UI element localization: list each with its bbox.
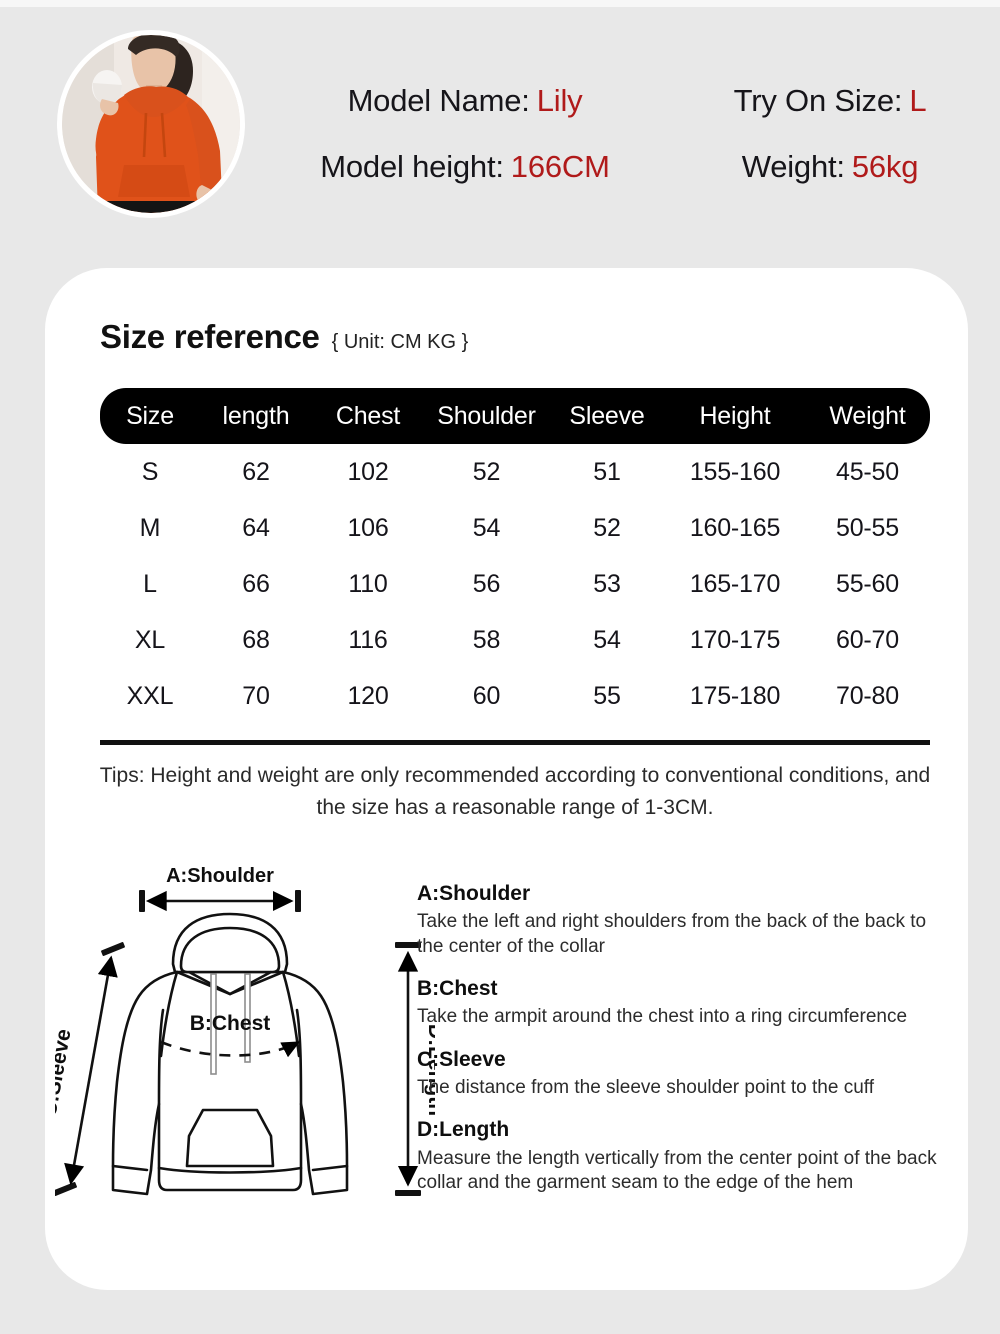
size-reference-title: Size reference xyxy=(100,318,320,355)
cell-height: 155-160 xyxy=(689,457,781,486)
size-reference-heading: Size reference { Unit: CM KG } xyxy=(100,318,468,356)
description-title: B:Chest xyxy=(417,976,498,1000)
table-header-sleeve: Sleeve xyxy=(569,401,645,430)
cell-size: XL xyxy=(134,625,166,654)
hoodie-diagram-svg: A:Shoulder B:Chest C:Sleeve xyxy=(38,865,447,1196)
description-chest: B:Chest Take the armpit around the chest… xyxy=(417,975,957,1030)
cell-height: 165-170 xyxy=(689,569,781,598)
cell-size: XXL xyxy=(126,681,174,710)
cell-weight: 55-60 xyxy=(836,569,899,598)
table-header-weight: Weight xyxy=(829,401,906,430)
size-reference-card: Size reference { Unit: CM KG } Size leng… xyxy=(38,268,968,1290)
shoulder-label: A:Shoulder xyxy=(166,865,274,887)
cell-chest: 102 xyxy=(347,457,389,486)
table-header-length: length xyxy=(222,401,290,430)
tips-text: Tips: Height and weight are only recomme… xyxy=(99,764,931,819)
table-header-height: Height xyxy=(699,401,771,430)
table-bottom-divider xyxy=(100,740,930,745)
model-photo-avatar xyxy=(57,30,245,218)
cell-length: 70 xyxy=(242,681,270,710)
model-name-value: Lily xyxy=(536,83,583,118)
model-info-row-2: Model height: 166CM Weight: 56kg xyxy=(255,136,985,198)
cell-length: 66 xyxy=(242,569,270,598)
hoodie-neckline xyxy=(188,970,272,996)
cell-weight: 45-50 xyxy=(836,457,899,486)
cell-length: 68 xyxy=(242,625,270,654)
model-height-cell: Model height: 166CM xyxy=(255,149,675,185)
cell-weight: 60-70 xyxy=(836,625,899,654)
description-length: D:Length Measure the length vertically f… xyxy=(417,1116,957,1195)
cell-shoulder: 60 xyxy=(472,681,501,710)
model-name-label: Model Name: xyxy=(347,83,530,118)
top-strip xyxy=(0,0,1000,7)
model-weight-cell: Weight: 56kg xyxy=(675,149,985,185)
cell-height: 170-175 xyxy=(689,625,781,654)
cell-sleeve: 53 xyxy=(593,569,621,598)
cell-shoulder: 54 xyxy=(472,513,501,542)
try-on-size-label: Try On Size: xyxy=(733,83,903,118)
cell-sleeve: 54 xyxy=(593,625,621,654)
cell-sleeve: 52 xyxy=(593,513,621,542)
model-weight-label: Weight: xyxy=(741,149,845,184)
cell-shoulder: 58 xyxy=(472,625,501,654)
measurement-descriptions: A:Shoulder Take the left and right shoul… xyxy=(417,880,957,1195)
model-header: Model Name: Lily Try On Size: L Model he… xyxy=(0,18,1000,228)
cell-length: 64 xyxy=(242,513,270,542)
cell-length: 62 xyxy=(242,457,270,486)
model-info-row-1: Model Name: Lily Try On Size: L xyxy=(255,70,985,132)
model-name-cell: Model Name: Lily xyxy=(255,83,675,119)
model-info-text: Model Name: Lily Try On Size: L Model he… xyxy=(255,18,985,218)
cell-chest: 120 xyxy=(347,681,389,710)
cell-height: 160-165 xyxy=(689,513,781,542)
chest-label: B:Chest xyxy=(190,1012,271,1035)
cell-size: S xyxy=(141,457,159,486)
description-body: Take the armpit around the chest into a … xyxy=(417,1006,908,1028)
size-table: Size length Chest Shoulder Sleeve Height… xyxy=(100,388,930,724)
description-title: D:Length xyxy=(417,1118,510,1142)
hoodie-drawstrings xyxy=(210,973,251,1075)
table-header-chest: Chest xyxy=(335,401,401,430)
cell-sleeve: 51 xyxy=(593,457,621,486)
model-photo-illustration xyxy=(62,35,240,213)
hoodie-measurement-diagram: A:Shoulder B:Chest C:Sleeve xyxy=(38,860,447,1240)
model-height-value: 166CM xyxy=(510,149,610,184)
description-title: A:Shoulder xyxy=(417,882,531,905)
shoulder-measure-annotation: A:Shoulder xyxy=(139,865,301,912)
cell-height: 175-180 xyxy=(689,681,781,710)
cell-size: M xyxy=(139,513,161,542)
size-table-header-row: Size length Chest Shoulder Sleeve Height… xyxy=(100,388,930,444)
table-row: XXL 70 120 60 55 175-180 70-80 xyxy=(100,668,930,724)
cell-shoulder: 52 xyxy=(472,457,501,486)
try-on-size-cell: Try On Size: L xyxy=(675,83,985,119)
cell-weight: 50-55 xyxy=(836,513,899,542)
size-reference-unit: { Unit: CM KG } xyxy=(331,331,469,353)
description-title: C:Sleeve xyxy=(417,1047,506,1071)
description-sleeve: C:Sleeve The distance from the sleeve sh… xyxy=(417,1046,957,1101)
description-body: Measure the length vertically from the c… xyxy=(417,1147,937,1193)
sleeve-label: C:Sleeve xyxy=(55,1027,76,1118)
cell-chest: 106 xyxy=(347,513,389,542)
table-row: M 64 106 54 52 160-165 50-55 xyxy=(100,500,930,556)
description-body: The distance from the sleeve shoulder po… xyxy=(417,1076,874,1098)
table-header-shoulder: Shoulder xyxy=(437,401,536,430)
hoodie-outline xyxy=(111,912,349,1196)
try-on-size-value: L xyxy=(909,83,927,118)
model-weight-value: 56kg xyxy=(851,149,919,184)
description-shoulder: A:Shoulder Take the left and right shoul… xyxy=(417,880,957,959)
table-row: XL 68 116 58 54 170-175 60-70 xyxy=(100,612,930,668)
table-header-size: Size xyxy=(126,401,174,430)
cell-size: L xyxy=(143,569,157,598)
cell-chest: 116 xyxy=(348,625,388,654)
cell-chest: 110 xyxy=(348,569,388,598)
table-row: L 66 110 56 53 165-170 55-60 xyxy=(100,556,930,612)
cell-sleeve: 55 xyxy=(593,681,621,710)
description-body: Take the left and right shoulders from t… xyxy=(417,911,927,957)
cell-weight: 70-80 xyxy=(836,681,899,710)
model-height-label: Model height: xyxy=(320,149,504,184)
chest-measure-annotation: B:Chest xyxy=(160,1012,301,1058)
table-row: S 62 102 52 51 155-160 45-50 xyxy=(100,444,930,500)
cell-shoulder: 56 xyxy=(472,569,501,598)
